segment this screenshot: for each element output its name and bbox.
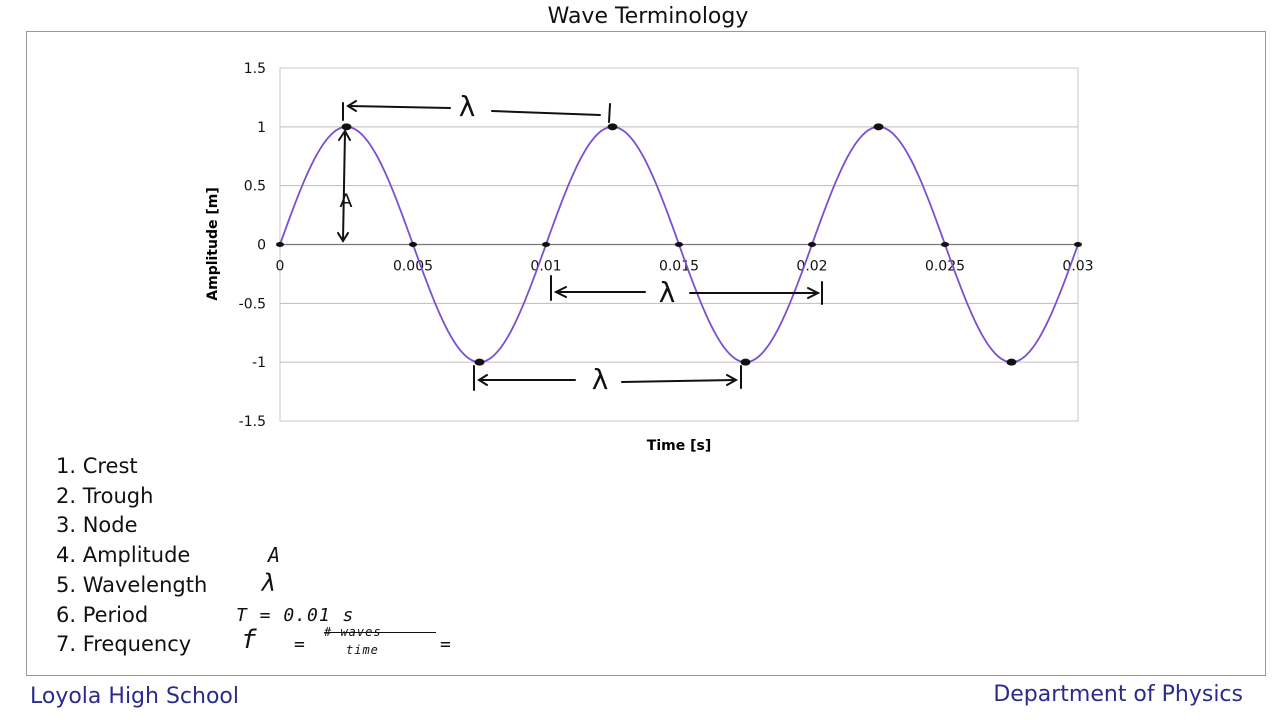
marked-points (276, 123, 1082, 366)
wavelength-arrow-top: λ (342, 90, 611, 123)
amplitude-note: A (268, 543, 282, 568)
term-node: 3. Node (56, 511, 207, 541)
term-amplitude: 4. Amplitude A (56, 541, 280, 571)
term-period: 6. Period T = 0.01 s (56, 601, 353, 631)
term-frequency: 7. Frequency f = # waves time = (56, 625, 451, 660)
term-label: 3. Node (56, 513, 138, 538)
y-tick-label: -1 (252, 355, 266, 371)
y-tick-label: -1.5 (239, 414, 266, 430)
term-label: 1. Crest (56, 454, 138, 478)
crest-point (607, 123, 618, 131)
footer-department: Department of Physics (993, 682, 1243, 707)
y-tick-label: 1.5 (244, 61, 266, 77)
wavelength-symbol-bottom: λ (592, 363, 609, 396)
node-point (941, 242, 949, 247)
frequency-symbol: f (241, 625, 258, 656)
frequency-equals: = (294, 634, 306, 656)
frequency-denominator: time (346, 643, 379, 658)
period-note: T = 0.01 s (236, 604, 355, 626)
term-label: 2. Trough (56, 483, 154, 508)
frequency-fraction-bar (324, 632, 436, 634)
node-point (542, 242, 550, 247)
wavelength-symbol-middle: λ (659, 276, 676, 309)
crest-point (341, 123, 352, 131)
wavelength-arrow-bottom: λ (473, 363, 742, 396)
amplitude-symbol: A (340, 190, 353, 212)
term-label: 7. Frequency (56, 632, 192, 657)
y-axis-label: Amplitude [m] (205, 187, 221, 300)
x-tick-label: 0.005 (393, 259, 433, 275)
x-tick-label: 0.015 (659, 259, 699, 275)
crest-point (873, 123, 884, 131)
term-crest: 1. Crest (56, 452, 207, 482)
trough-point (1006, 358, 1017, 366)
wavelength-note: λ (260, 568, 276, 597)
wave-terms-list: 1. Crest 2. Trough 3. Node 4. Amplitude … (56, 452, 451, 660)
wavelength-arrow-middle: λ (550, 275, 823, 309)
term-trough: 2. Trough (56, 482, 207, 512)
node-point (808, 242, 816, 247)
x-tick-label: 0.01 (530, 259, 561, 275)
wavelength-symbol-top: λ (459, 90, 476, 123)
trough-point (740, 358, 751, 366)
gridlines (280, 126, 1078, 363)
y-tick-labels: 1.5 1 0.5 0 -0.5 -1 -1.5 (239, 61, 266, 430)
slide-title: Wave Terminology (547, 4, 749, 29)
handwritten-annotations: λ A λ λ (337, 90, 823, 396)
y-tick-label: 0.5 (244, 179, 266, 195)
x-tick-label: 0.025 (925, 259, 965, 275)
node-point (1074, 242, 1082, 247)
node-point (675, 242, 683, 247)
y-tick-label: -0.5 (239, 296, 266, 312)
term-wavelength: 5. Wavelength λ (56, 569, 274, 601)
amplitude-arrow: A (337, 129, 353, 243)
trough-point (474, 358, 485, 366)
y-tick-label: 1 (257, 120, 266, 136)
x-tick-label: 0.02 (796, 259, 827, 275)
term-label: 6. Period (56, 602, 149, 627)
x-tick-label: 0 (276, 259, 285, 275)
term-label: 4. Amplitude (56, 543, 191, 568)
node-point (276, 242, 284, 247)
node-point (409, 242, 417, 247)
x-tick-label: 0.03 (1062, 259, 1093, 275)
slide-frame (26, 31, 1266, 676)
frequency-tail-equals: = (440, 634, 452, 656)
footer-school-name: Loyola High School (30, 684, 239, 709)
x-axis-label: Time [s] (647, 438, 711, 454)
y-tick-label: 0 (257, 238, 266, 254)
term-label: 5. Wavelength (56, 572, 208, 597)
